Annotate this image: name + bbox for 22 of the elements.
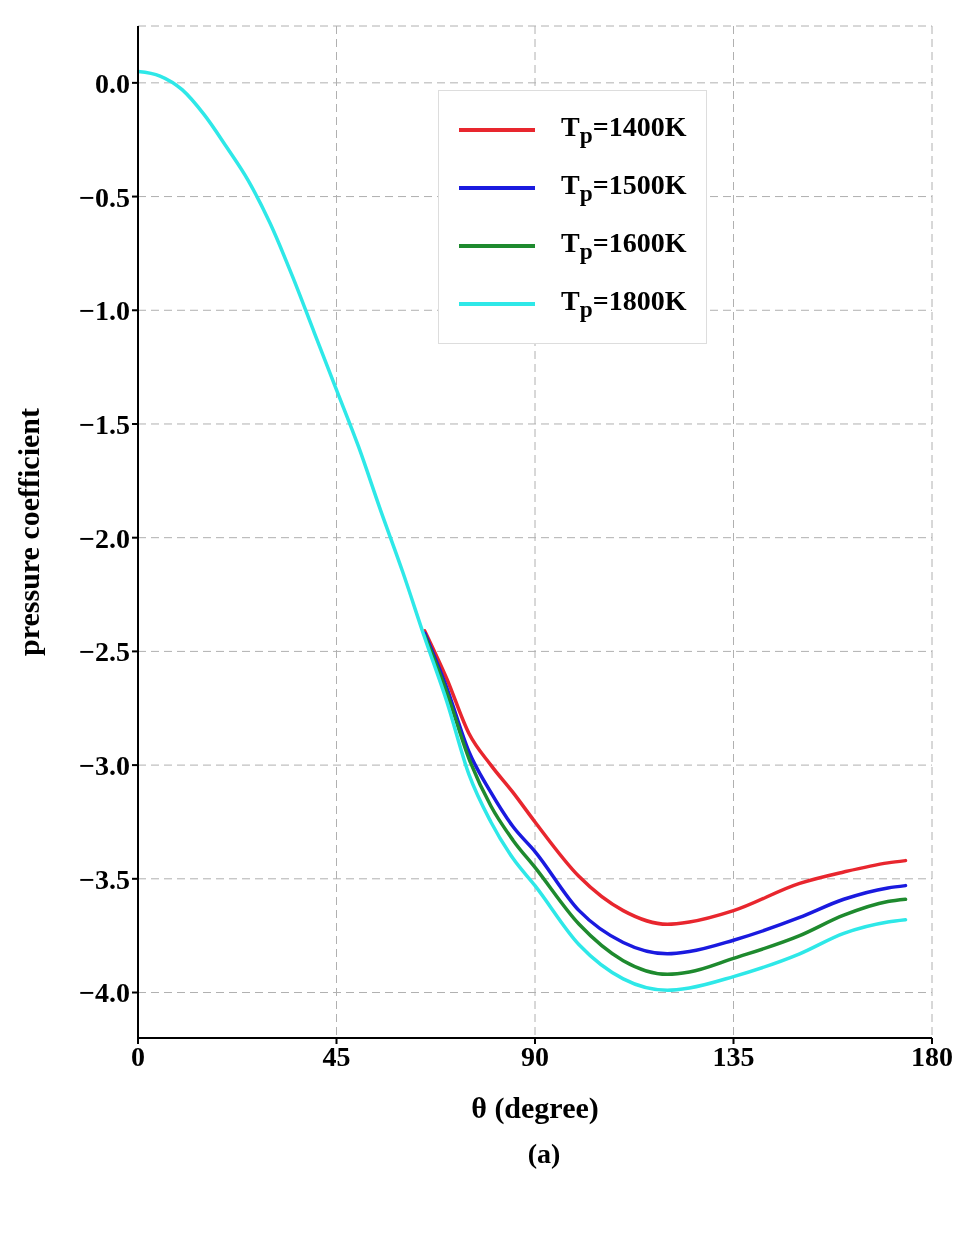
y-tick-label: −3.5 [79, 863, 130, 895]
y-tick-label: −2.5 [79, 636, 130, 668]
x-axis-title: θ (degree) [471, 1091, 599, 1125]
y-tick-label: −4.0 [79, 977, 130, 1009]
x-tick-label: 90 [521, 1040, 549, 1072]
x-tick-label: 45 [322, 1040, 351, 1072]
line-series [138, 69, 908, 992]
legend-label: T$_{p}$=1500K [561, 169, 687, 207]
legend-label: T$_{p}$=1800K [561, 285, 687, 323]
text: (a) [526, 1138, 562, 1170]
x-tick-label: 135 [712, 1040, 755, 1072]
x-tick-label: 0 [131, 1040, 145, 1072]
y-tick-label: −2.0 [79, 522, 130, 554]
legend-label: T$_{p}$=1400K [561, 111, 687, 149]
x-tick-label: 180 [911, 1040, 953, 1072]
y-axis-title: pressure coefficient [11, 408, 45, 656]
legend-label: T$_{p}$=1600K [561, 227, 687, 265]
y-tick-label: −1.5 [79, 408, 130, 440]
y-tick-label: −3.0 [79, 750, 130, 782]
y-tick-label: 0.0 [95, 67, 130, 99]
y-tick-label: −0.5 [79, 181, 130, 213]
y-tick-label: −1.0 [79, 295, 130, 327]
